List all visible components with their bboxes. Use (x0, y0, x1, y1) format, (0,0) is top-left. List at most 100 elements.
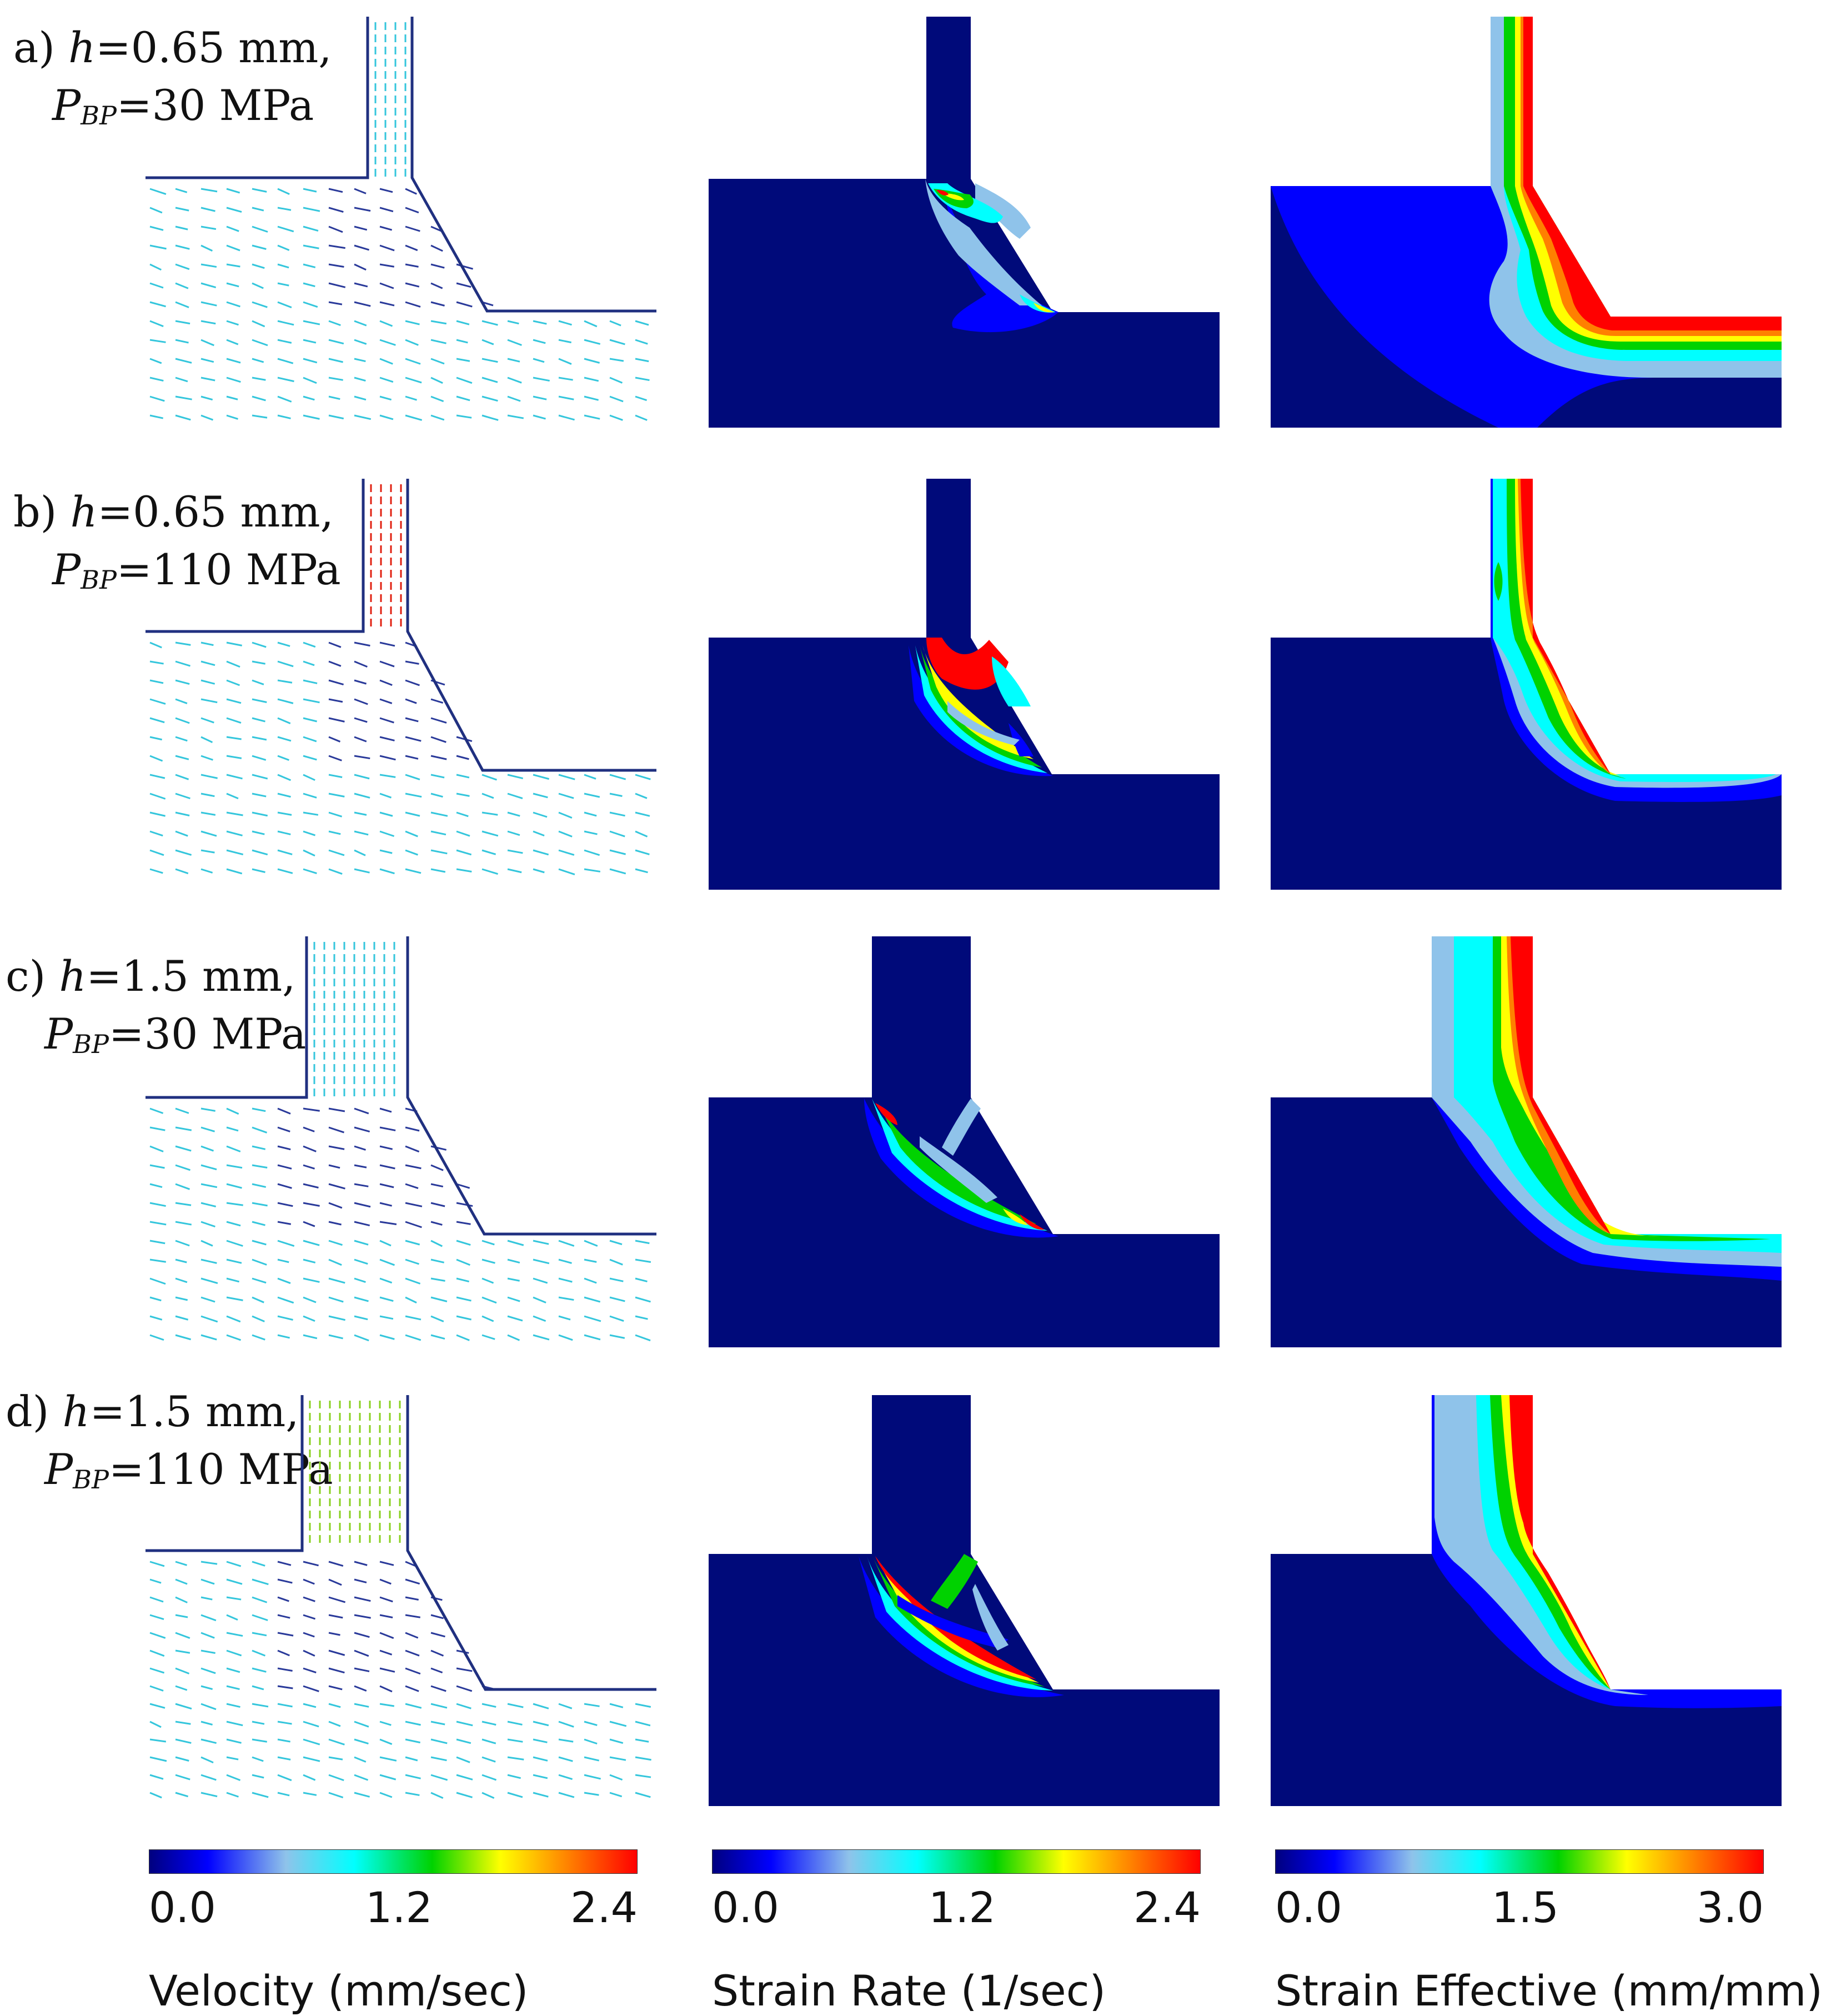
velocity-arrow (200, 358, 214, 363)
contour-red-spot (936, 190, 949, 195)
velocity-arrow (226, 1738, 242, 1744)
velocity-arrow (354, 1107, 369, 1115)
velocity-arrow (635, 377, 650, 382)
velocity-arrow (379, 1721, 392, 1726)
velocity-arrow (200, 1315, 218, 1323)
velocity-arrow (584, 1792, 599, 1796)
velocity-arrow (379, 660, 395, 668)
velocity-arrow (405, 1296, 417, 1304)
velocity-arrow (354, 1792, 370, 1798)
velocity-arrow (226, 1774, 241, 1781)
velocity-arrow (558, 395, 574, 400)
velocity-arrow (481, 320, 498, 326)
velocity-legend-title: Velocity (mm/sec) (149, 1966, 529, 2015)
velocity-arrow (354, 1334, 369, 1342)
velocity-arrow (405, 717, 419, 723)
velocity-arrow (277, 849, 293, 855)
velocity-arrow (226, 320, 239, 326)
velocity-arrow (149, 641, 162, 649)
velocity-arrow (277, 1202, 293, 1207)
velocity-arrow (200, 1596, 213, 1601)
velocity-arrow (175, 1632, 190, 1639)
velocity-arrow (226, 1145, 241, 1152)
velocity-arrow (226, 1578, 243, 1585)
velocity-arrow (328, 1296, 344, 1303)
velocity-arrow (456, 1703, 471, 1709)
velocity-arrow (354, 811, 367, 816)
velocity-arrow (481, 1738, 496, 1744)
velocity-arrow (226, 698, 242, 704)
velocity-arrow (149, 755, 163, 762)
velocity-arrow (635, 1756, 651, 1761)
velocity-arrow (456, 320, 470, 325)
velocity-arrow (379, 774, 396, 778)
velocity-arrow (405, 660, 419, 665)
velocity-arrow (558, 320, 572, 326)
velocity-arrow (303, 1183, 319, 1188)
velocity-arrow (405, 1183, 419, 1189)
row-label-a: a) h=0.65 mm, PBP=30 MPa (13, 23, 332, 131)
velocity-arrow (609, 339, 625, 345)
velocity-arrow (430, 698, 444, 704)
velocity-arrow (200, 1145, 214, 1152)
velocity-arrow (252, 811, 268, 817)
velocity-arrow (175, 339, 189, 344)
velocity-arrow (277, 774, 292, 781)
velocity-arrow (507, 1315, 523, 1322)
velocity-arrow (354, 1649, 369, 1657)
velocity-arrow (175, 263, 190, 270)
velocity-arrow (226, 1126, 239, 1132)
velocity-arrow (252, 1685, 264, 1691)
contour-lightblue-upper (975, 183, 1031, 239)
velocity-arrow (277, 320, 294, 326)
velocity-arrow (303, 1578, 315, 1585)
velocity-arrow (379, 377, 394, 383)
velocity-arrow (635, 1315, 648, 1320)
velocity-arrow (200, 679, 215, 685)
velocity-arrow (277, 1667, 293, 1672)
velocity-arrow (149, 698, 166, 705)
velocity-arrow (533, 1756, 548, 1762)
velocity-arrow (175, 641, 191, 646)
velocity-arrow (328, 1164, 340, 1169)
velocity-arrow (635, 1703, 651, 1708)
velocity-arrow (175, 755, 189, 760)
velocity-arrow (328, 1756, 343, 1761)
velocity-arrow (328, 1685, 343, 1691)
velocity-arrow (200, 1756, 214, 1764)
velocity-arrow (149, 849, 164, 856)
velocity-arrow (558, 1277, 573, 1283)
velocity-arrow (277, 1561, 292, 1566)
velocity-arrow (303, 1596, 315, 1602)
velocity-arrow (200, 755, 213, 761)
velocity-arrow (405, 736, 422, 742)
velocity-arrow (584, 339, 601, 345)
velocity-arrow (175, 811, 190, 816)
velocity-arrow (226, 225, 239, 232)
velocity-arrow (149, 414, 164, 419)
velocity-arrow (175, 282, 189, 289)
velocity-arrow (252, 830, 265, 835)
velocity-arrow (175, 1738, 192, 1744)
velocity-arrow (456, 377, 473, 384)
velocity-arrow (379, 1774, 397, 1781)
velocity-arrow (149, 1774, 164, 1780)
velocity-arrow (277, 1296, 294, 1304)
velocity-arrow (533, 377, 550, 382)
velocity-arrow (405, 1756, 418, 1762)
row-label-d: d) h=1.5 mm, PBP=110 MPa (6, 1387, 333, 1495)
velocity-arrow (303, 301, 318, 308)
velocity-arrow (328, 755, 342, 761)
velocity-arrow (200, 339, 214, 347)
velocity-arrow (354, 793, 370, 799)
velocity-arrow (200, 1792, 218, 1798)
velocity-arrow (200, 1107, 215, 1112)
velocity-arrow (635, 1721, 651, 1727)
velocity-arrow (533, 793, 548, 799)
velocity-arrow (175, 1596, 188, 1603)
velocity-arrow (175, 774, 189, 780)
velocity-arrow (584, 1277, 597, 1284)
velocity-arrow (558, 793, 574, 799)
velocity-arrow (303, 868, 317, 874)
velocity-arrow (149, 225, 164, 231)
